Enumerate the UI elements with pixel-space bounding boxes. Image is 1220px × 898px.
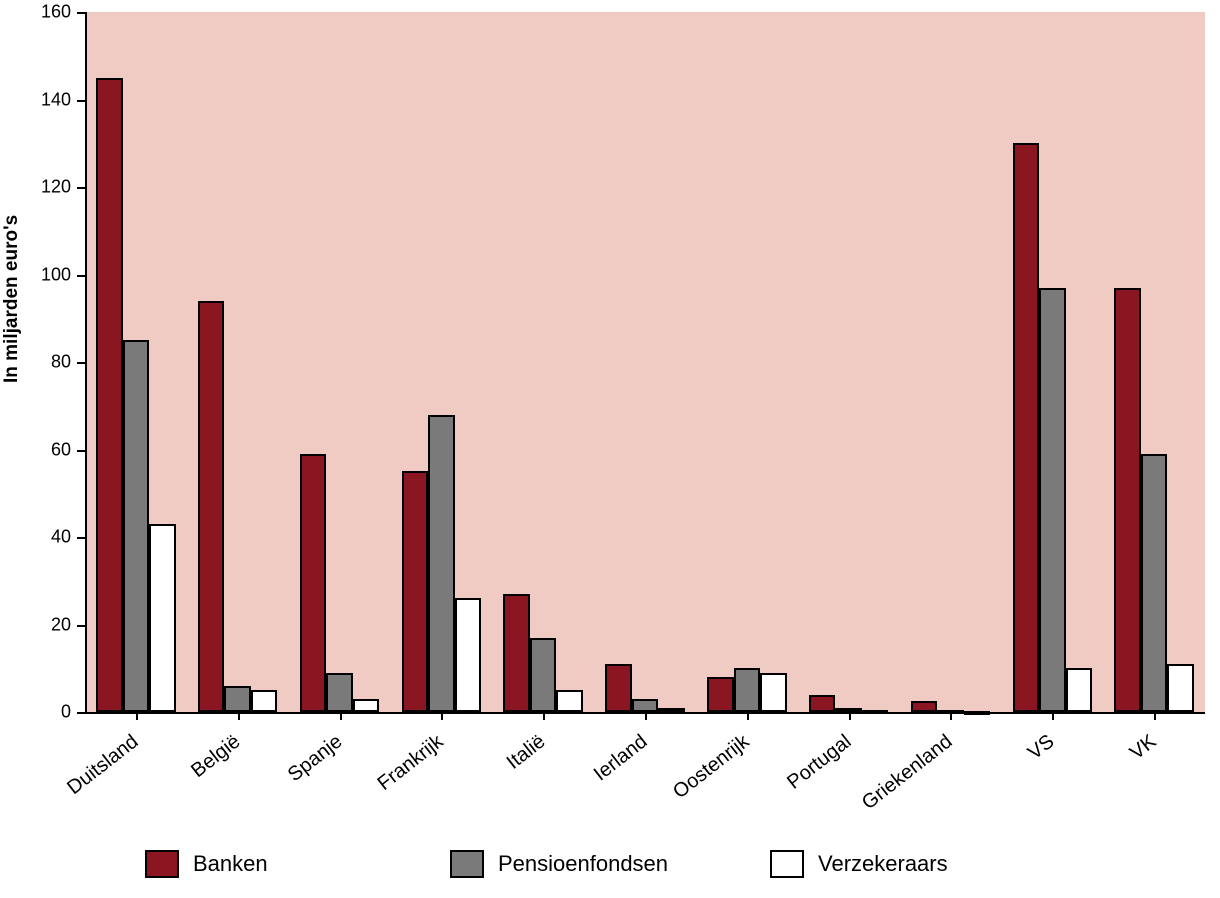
legend-label: Banken [193,851,268,877]
bar [503,594,529,712]
bar [149,524,175,712]
bar [1114,288,1140,712]
bar [937,710,963,714]
x-tick-mark [645,712,647,720]
legend-item: Pensioenfondsen [450,850,668,878]
bar [556,690,582,712]
bar [809,695,835,713]
x-tick-mark [1154,712,1156,720]
y-tick-label: 160 [0,2,71,23]
y-tick-mark [77,625,85,627]
bar [300,454,326,712]
y-tick-mark [77,100,85,102]
y-tick-mark [77,275,85,277]
bar [964,711,990,715]
y-tick-mark [77,12,85,14]
bar [1167,664,1193,712]
legend-label: Pensioenfondsen [498,851,668,877]
bar [402,471,428,712]
x-tick-mark [136,712,138,720]
legend-item: Banken [145,850,268,878]
bar [198,301,224,712]
bar [353,699,379,712]
legend-swatch [770,850,804,878]
x-tick-mark [543,712,545,720]
x-tick-mark [849,712,851,720]
legend-swatch [450,850,484,878]
y-tick-label: 0 [0,702,71,723]
y-tick-label: 40 [0,527,71,548]
legend-label: Verzekeraars [818,851,948,877]
y-tick-mark [77,362,85,364]
bar [96,78,122,712]
x-tick-mark [340,712,342,720]
bar [632,699,658,712]
legend: Banken Pensioenfondsen Verzekeraars [0,850,1220,890]
bar [251,690,277,712]
y-tick-label: 100 [0,264,71,285]
y-tick-mark [77,537,85,539]
bar [224,686,250,712]
bar [1039,288,1065,712]
y-tick-label: 80 [0,352,71,373]
x-tick-mark [238,712,240,720]
x-tick-mark [441,712,443,720]
y-tick-label: 140 [0,89,71,110]
bar [428,415,454,713]
y-tick-label: 60 [0,439,71,460]
y-tick-label: 120 [0,177,71,198]
bar [1066,668,1092,712]
legend-item: Verzekeraars [770,850,948,878]
bar [123,340,149,712]
bar [1141,454,1167,712]
y-tick-mark [77,187,85,189]
bar [760,673,786,712]
x-tick-mark [1052,712,1054,720]
y-tick-mark [77,712,85,714]
legend-swatch [145,850,179,878]
y-tick-label: 20 [0,614,71,635]
bar [862,710,888,714]
bar [835,708,861,712]
bar [707,677,733,712]
bar [530,638,556,712]
chart-container: In miljarden euro's 02040608010012014016… [0,0,1220,898]
bar [658,708,684,712]
bar [326,673,352,712]
bar [455,598,481,712]
bar [1013,143,1039,712]
y-axis-line [85,12,87,712]
y-tick-mark [77,450,85,452]
x-tick-mark [747,712,749,720]
bar [605,664,631,712]
bar [734,668,760,712]
bar [911,701,937,712]
